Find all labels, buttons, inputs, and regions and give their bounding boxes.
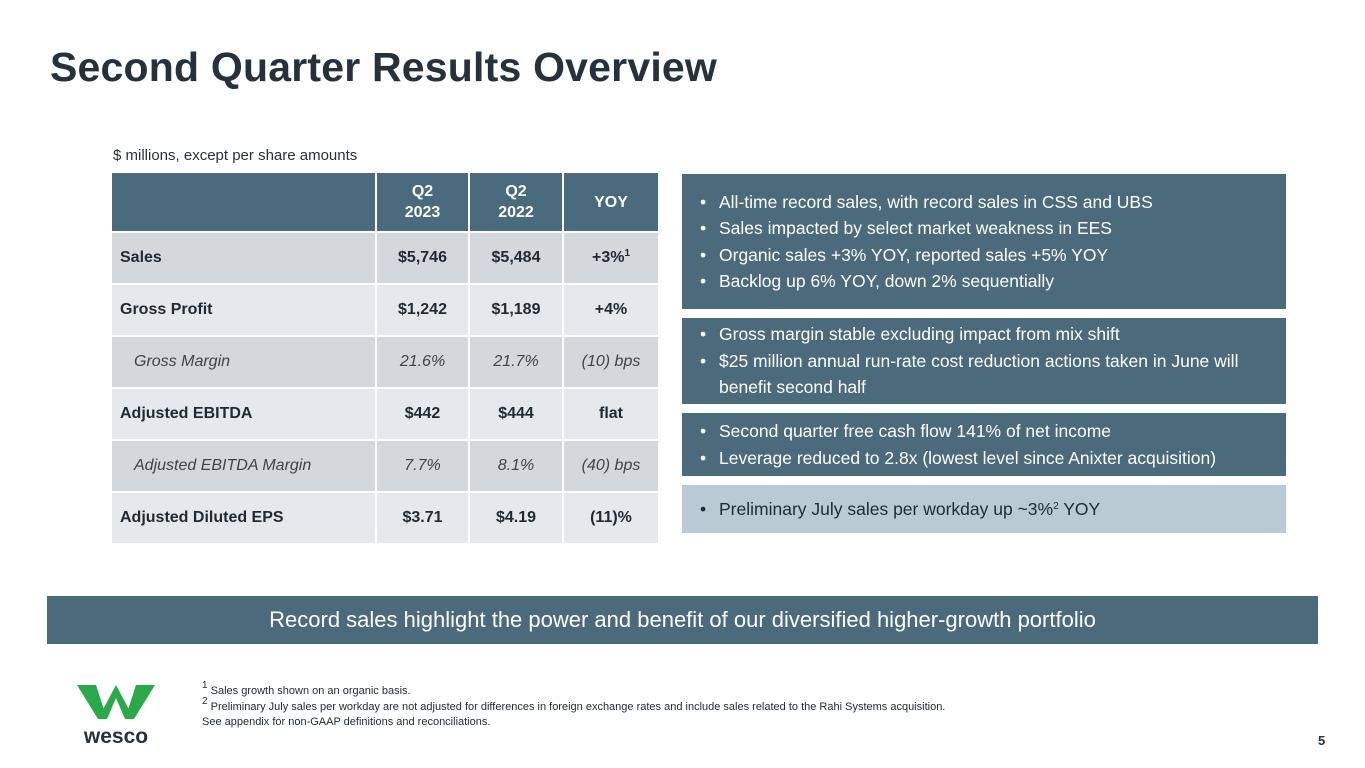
cell-yoy: (11)%	[563, 492, 658, 545]
bullet-item: $25 million annual run-rate cost reducti…	[700, 348, 1274, 401]
footnote-3: See appendix for non-GAAP definitions an…	[202, 715, 945, 731]
footnote-marker: 1	[202, 680, 208, 691]
cell-q2-2023: 21.6%	[376, 336, 470, 389]
table-row-sales: Sales $5,746 $5,484 +3%1	[112, 233, 658, 285]
table-row-gross-margin: Gross Margin 21.6% 21.7% (10) bps	[112, 336, 658, 389]
footnote-text: See appendix for non-GAAP definitions an…	[202, 716, 491, 728]
cell-q2-2022: $4.19	[469, 492, 564, 545]
units-note: $ millions, except per share amounts	[113, 147, 358, 164]
header-cell-yoy: YOY	[563, 173, 658, 231]
bullet-item: Leverage reduced to 2.8x (lowest level s…	[700, 445, 1274, 472]
footnotes: 1 Sales growth shown on an organic basis…	[202, 681, 946, 731]
cell-q2-2023: $1,242	[376, 284, 470, 337]
bullet-text: Preliminary July sales per workday up ~3…	[719, 498, 1054, 519]
cell-yoy: (10) bps	[563, 336, 658, 389]
row-label: Sales	[112, 233, 377, 285]
footnote-2: 2 Preliminary July sales per workday are…	[202, 696, 946, 716]
cell-q2-2023: $442	[376, 388, 470, 441]
cell-q2-2023: 7.7%	[376, 440, 470, 493]
cell-q2-2023: $3.71	[376, 492, 470, 545]
cell-yoy: +4%	[563, 284, 658, 337]
cell-q2-2022: $5,484	[469, 233, 564, 285]
header-year: 2023	[404, 204, 441, 221]
bullet-item: Preliminary July sales per workday up ~3…	[700, 496, 1274, 523]
bullet-item: Second quarter free cash flow 141% of ne…	[700, 418, 1274, 445]
logo-wordmark: wesco	[83, 725, 148, 746]
row-label: Adjusted Diluted EPS	[112, 492, 377, 545]
highlight-box-cash-flow: Second quarter free cash flow 141% of ne…	[682, 413, 1286, 476]
results-table: Q2 2023 Q2 2022 YOY Sales $5,746 $5,484 …	[112, 173, 658, 545]
footnote-text: Sales growth shown on an organic basis.	[207, 685, 411, 697]
table-header-row: Q2 2023 Q2 2022 YOY	[112, 173, 658, 231]
footnote-ref: 1	[624, 248, 631, 259]
row-label: Gross Profit	[112, 284, 377, 337]
highlight-box-sales: All-time record sales, with record sales…	[682, 174, 1286, 309]
cell-q2-2023: $5,746	[376, 233, 470, 285]
header-period: Q2	[505, 183, 527, 200]
bullet-list: Preliminary July sales per workday up ~3…	[700, 496, 1274, 523]
footnote-1: 1 Sales growth shown on an organic basis…	[202, 681, 945, 700]
bullet-list: Second quarter free cash flow 141% of ne…	[700, 418, 1274, 471]
page-number: 5	[1318, 733, 1326, 748]
table-row-adjusted-ebitda: Adjusted EBITDA $442 $444 flat	[112, 388, 658, 441]
wesco-w-logo-icon: wesco	[77, 685, 155, 748]
bullet-item: Organic sales +3% YOY, reported sales +5…	[700, 242, 1274, 269]
cell-q2-2022: $1,189	[469, 284, 564, 337]
highlight-box-margin: Gross margin stable excluding impact fro…	[682, 318, 1286, 404]
bullet-text-suffix: YOY	[1058, 498, 1101, 519]
company-logo: wesco	[76, 684, 156, 748]
header-yoy: YOY	[594, 193, 628, 211]
header-cell-q2-2023: Q2 2023	[376, 173, 470, 231]
bullet-item: Gross margin stable excluding impact fro…	[700, 321, 1274, 348]
cell-q2-2022: $444	[469, 388, 564, 441]
cell-yoy: +3%1	[563, 233, 658, 285]
header-cell-metric	[112, 173, 377, 231]
table-row-adjusted-diluted-eps: Adjusted Diluted EPS $3.71 $4.19 (11)%	[112, 492, 658, 545]
bullet-item: Backlog up 6% YOY, down 2% sequentially	[700, 268, 1274, 295]
row-label: Adjusted EBITDA	[112, 388, 377, 441]
footnote-ref: 2	[1053, 500, 1059, 512]
bullet-list: All-time record sales, with record sales…	[700, 189, 1274, 295]
header-cell-q2-2022: Q2 2022	[469, 173, 564, 231]
yoy-value: +3%	[591, 249, 625, 266]
bullet-item: Sales impacted by select market weakness…	[700, 215, 1274, 242]
page-title: Second Quarter Results Overview	[50, 44, 718, 90]
cell-q2-2022: 21.7%	[469, 336, 564, 389]
cell-q2-2022: 8.1%	[469, 440, 564, 493]
cell-yoy: (40) bps	[563, 440, 658, 493]
row-label: Adjusted EBITDA Margin	[112, 440, 377, 493]
cell-yoy: flat	[563, 388, 658, 441]
row-label: Gross Margin	[112, 336, 377, 389]
bullet-list: Gross margin stable excluding impact fro…	[700, 321, 1274, 401]
key-message-banner: Record sales highlight the power and ben…	[47, 596, 1318, 644]
table-row-adjusted-ebitda-margin: Adjusted EBITDA Margin 7.7% 8.1% (40) bp…	[112, 440, 658, 493]
table-row-gross-profit: Gross Profit $1,242 $1,189 +4%	[112, 284, 658, 337]
header-year: 2022	[498, 204, 534, 221]
highlight-box-july-sales: Preliminary July sales per workday up ~3…	[682, 485, 1286, 533]
header-period: Q2	[411, 183, 434, 200]
footnote-text: Preliminary July sales per workday are n…	[207, 700, 946, 713]
footnote-marker: 2	[202, 695, 208, 707]
bullet-item: All-time record sales, with record sales…	[700, 189, 1274, 216]
banner-text: Record sales highlight the power and ben…	[269, 607, 1096, 632]
